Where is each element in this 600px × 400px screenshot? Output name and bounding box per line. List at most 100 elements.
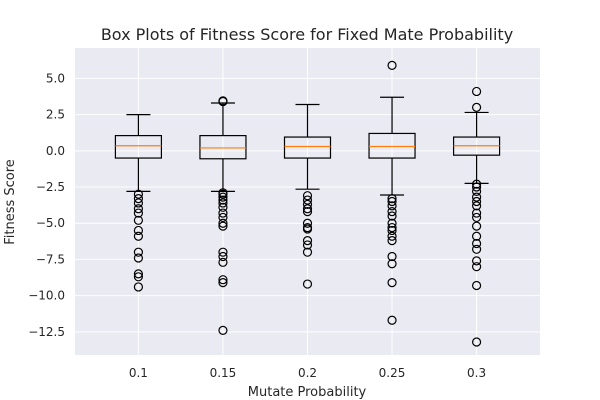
y-tick-label: −2.5 [36,180,65,194]
x-axis-ticks: 0.1 0.15 0.2 0.25 0.3 [129,366,486,380]
outlier-point [471,192,482,202]
outlier-point [302,191,313,201]
x-tick-label: 0.15 [210,366,237,380]
outlier-point [218,96,228,106]
outlier-point [471,182,482,192]
outlier-point [387,251,397,262]
outlier-point [387,277,397,288]
outlier-point [302,195,313,205]
outlier-point [387,218,397,228]
chart-title: Box Plots of Fitness Score for Fixed Mat… [101,25,513,44]
y-tick-label: −12.5 [28,325,65,339]
outlier-point [387,225,397,236]
outlier-point [302,240,313,250]
outlier-point [302,204,313,214]
outlier-point [133,231,144,241]
outlier-point [471,244,482,254]
box-group [114,114,163,292]
outlier-point [133,253,144,263]
outlier-point [133,215,144,225]
outlier-point [133,189,144,199]
y-tick-label: 0.0 [46,144,65,158]
outlier-point [133,204,144,214]
outlier-point [387,207,397,217]
box-iqr [283,136,332,159]
box-iqr [199,135,247,160]
x-tick-label: 0.1 [129,366,148,380]
outlier-point [471,201,482,211]
outlier-point [387,231,397,241]
y-axis-ticks: 5.0 2.5 0.0 −2.5 −5.0 −7.5 −10.0 −12.5 [28,71,65,338]
outlier-point [218,275,228,285]
outlier-point [133,269,144,279]
outlier-point [218,221,228,231]
outlier-point [218,195,228,205]
y-axis-label: Fitness Score [3,159,18,245]
box-series [114,60,501,347]
outlier-point [471,196,482,207]
outlier-point [387,60,397,70]
y-tick-label: −5.0 [36,216,65,230]
outlier-point [218,208,228,218]
outlier-point [471,238,482,249]
x-tick-label: 0.25 [379,366,406,380]
outlier-point [218,325,228,335]
y-tick-label: 5.0 [46,71,65,85]
outlier-point [471,102,482,112]
outlier-point [387,196,397,207]
outlier-point [218,257,228,267]
outlier-point [302,247,313,257]
x-tick-label: 0.2 [298,366,317,380]
outlier-point [133,208,144,218]
outlier-point [133,282,144,292]
outlier-point [471,179,482,189]
outlier-point [218,212,228,223]
outlier-point [302,224,313,234]
outlier-point [218,202,228,212]
outlier-point [302,207,313,217]
outlier-point [133,272,144,282]
outlier-point [471,280,482,291]
outlier-point [471,221,482,231]
outlier-point [471,86,482,97]
box-group [452,86,501,347]
outlier-point [387,201,397,211]
outlier-point [387,194,397,204]
outlier-point [387,315,397,325]
outlier-point [302,218,313,228]
x-tick-label: 0.3 [467,366,486,380]
outlier-point [133,247,144,257]
box-group [283,103,332,289]
outlier-point [387,235,397,246]
outlier-point [133,225,144,236]
outlier-point [302,199,313,209]
box-iqr [114,135,163,159]
outlier-point [302,235,313,246]
box-group [368,60,416,325]
outlier-point [387,222,397,233]
outlier-point [471,212,482,223]
outlier-point [471,231,482,241]
outlier-point [471,208,482,218]
y-tick-label: −7.5 [36,252,65,266]
x-axis-label: Mutate Probability [248,385,367,400]
box-group [199,96,247,335]
outlier-point [302,279,313,289]
outlier-point [218,277,228,288]
outlier-point [471,262,482,272]
outlier-point [387,259,397,269]
outlier-point [218,251,228,262]
outlier-point [218,218,228,228]
y-tick-label: −10.0 [28,289,65,303]
outlier-point [471,256,482,266]
outlier-point [471,186,482,196]
box-iqr [368,132,416,159]
outlier-point [133,194,144,204]
outlier-point [133,198,144,208]
outlier-point [471,337,482,347]
outlier-point [218,198,228,208]
outlier-point [218,192,228,202]
outlier-point [218,247,228,257]
